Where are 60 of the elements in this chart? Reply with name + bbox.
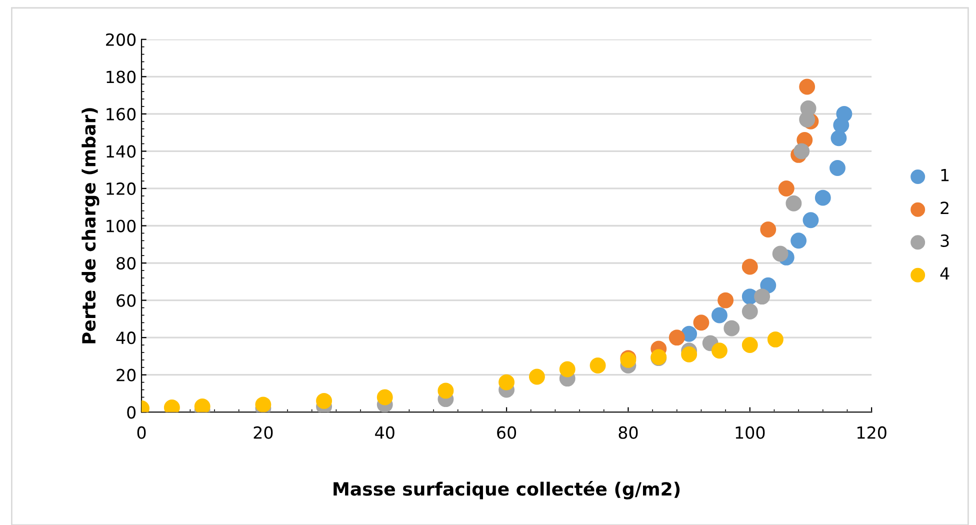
point [767,331,784,348]
x-axis-title: Masse surfacique collectée (g/m2) [334,481,680,500]
x-tick-label: 40 [375,426,394,439]
point [760,277,776,294]
x-tick-label: 80 [618,426,638,439]
point [742,258,758,275]
point [772,246,788,262]
y-tick-label: 80 [116,256,136,270]
point [681,326,698,342]
x-tick-label: 20 [254,426,273,439]
point [376,389,393,406]
point [438,382,454,399]
legend-label: 2 [940,202,948,214]
point [693,314,710,331]
point [814,190,831,206]
x-tick-label: 0 [137,426,146,439]
legend-label: 4 [940,267,950,280]
y-tick-label: 180 [106,70,136,84]
point [724,320,740,336]
y-tick-label: 160 [106,108,136,120]
y-tick-label: 0 [127,406,136,419]
point [800,100,816,116]
point [316,392,332,409]
point [559,361,576,378]
point [742,304,758,320]
point [718,292,734,308]
point [528,368,545,385]
y-tick-label: 60 [116,294,136,307]
point [754,288,770,305]
point [711,307,728,324]
y-tick-label: 100 [106,220,136,232]
point [802,212,819,228]
point [194,398,210,412]
point [794,143,810,160]
point [742,337,758,354]
point [778,180,794,196]
y-tick-label: 20 [116,368,136,382]
y-tick-label: 120 [106,182,136,196]
point [786,195,802,212]
legend-label: 1 [941,169,949,182]
x-tick-label: 120 [857,426,886,439]
point [830,160,846,176]
point [668,330,685,346]
point [830,130,847,146]
point [255,396,272,412]
point [790,232,807,249]
legend-label: 3 [940,234,949,247]
point [498,374,515,390]
y-tick-label: 40 [116,332,136,344]
y-tick-label: 200 [106,33,136,46]
y-tick-label: 140 [106,145,136,158]
x-tick-label: 60 [497,426,516,439]
point [836,106,852,122]
point [681,346,698,362]
point [799,78,816,95]
x-tick-label: 100 [736,426,765,439]
point [711,342,728,359]
point [590,358,606,374]
y-axis-title: Perte de charge (mbar) [82,108,100,344]
point [760,222,776,238]
